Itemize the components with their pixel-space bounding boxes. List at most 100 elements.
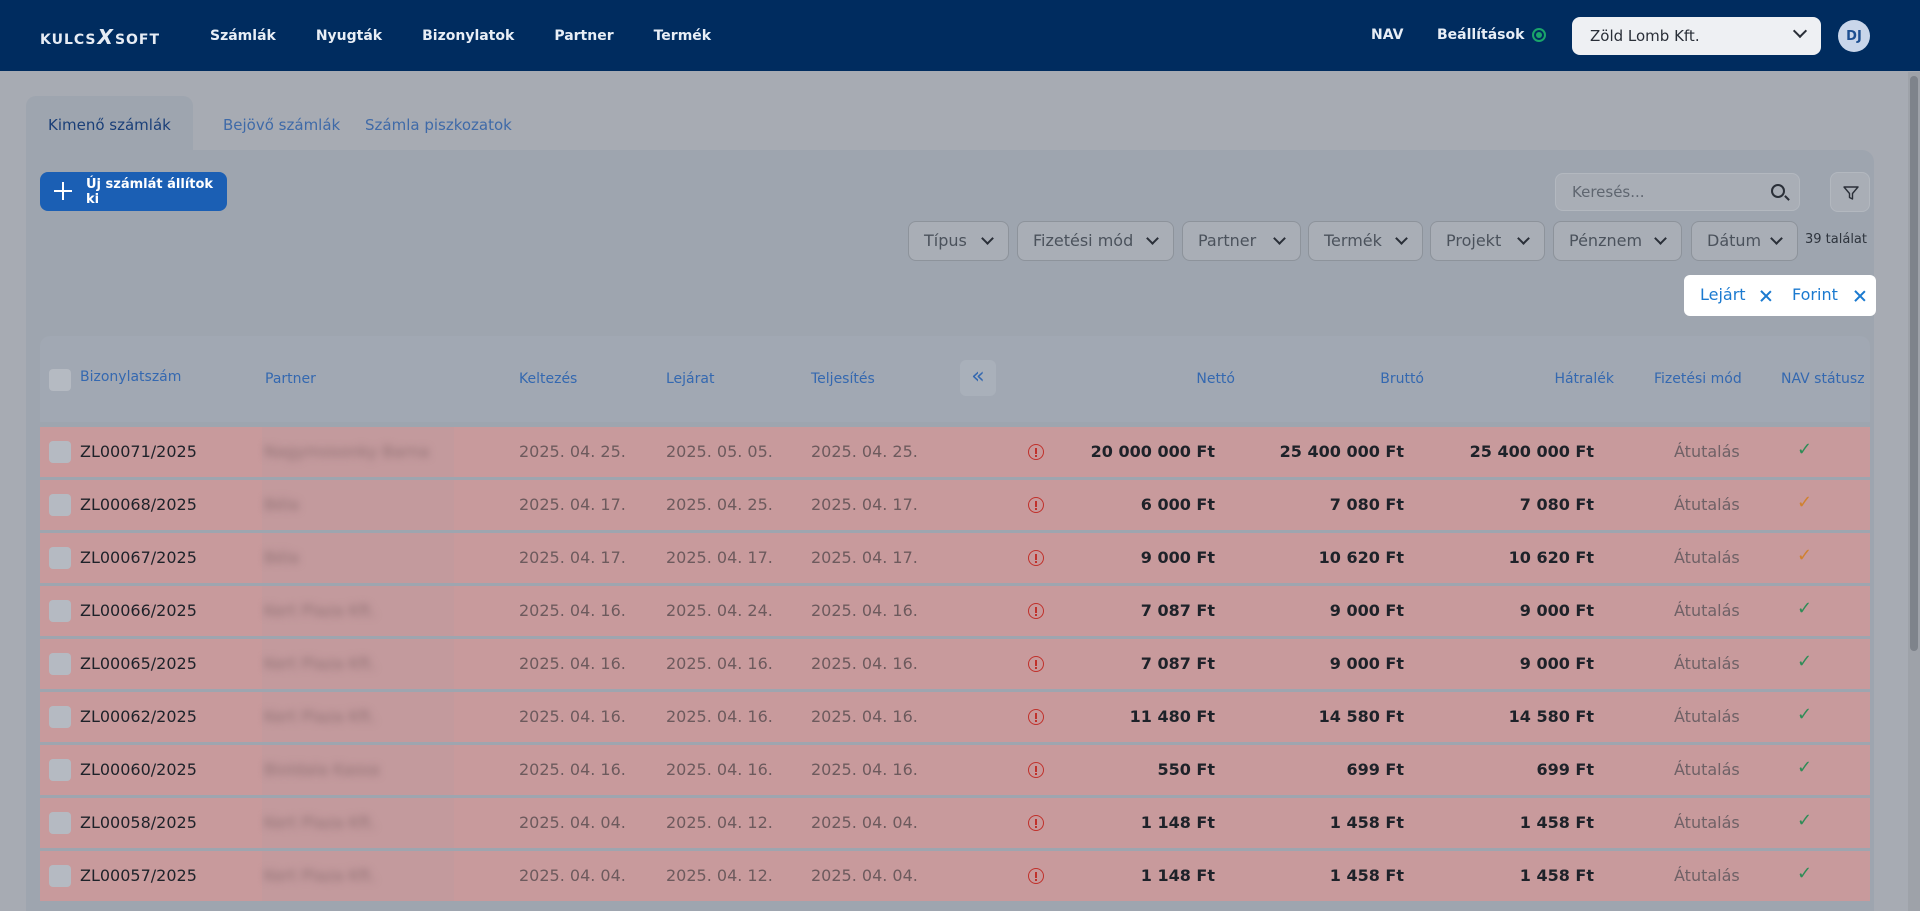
- outstanding-amount: 9 000 Ft: [1519, 601, 1594, 620]
- nav-item-nyugtak[interactable]: Nyugták: [315, 27, 383, 44]
- net-amount: 6 000 Ft: [1140, 495, 1215, 514]
- header-partner[interactable]: Partner: [265, 371, 316, 387]
- net-amount: 7 087 Ft: [1140, 654, 1215, 673]
- row-checkbox[interactable]: [49, 547, 71, 569]
- search-icon[interactable]: [1771, 184, 1785, 198]
- filter-partner[interactable]: Partner: [1182, 221, 1301, 261]
- overdue-warning-icon: [1028, 550, 1044, 566]
- filter-datum[interactable]: Dátum: [1691, 221, 1798, 261]
- chip-forint[interactable]: Forint: [1792, 285, 1838, 304]
- net-amount: 1 148 Ft: [1140, 866, 1215, 885]
- search-input[interactable]: Keresés...: [1555, 173, 1800, 211]
- header-netto[interactable]: Nettó: [1196, 371, 1235, 387]
- row-checkbox[interactable]: [49, 865, 71, 887]
- row-checkbox[interactable]: [49, 759, 71, 781]
- overdue-warning-icon: [1028, 444, 1044, 460]
- table-row[interactable]: ZL00060/2025 Bioldala Kassa 2025. 04. 16. 2…: [40, 745, 1870, 795]
- kulcssoft-logo[interactable]: KULCSXSOFT: [40, 25, 161, 49]
- gross-amount: 25 400 000 Ft: [1279, 442, 1404, 461]
- row-checkbox[interactable]: [49, 706, 71, 728]
- header-lejarat[interactable]: Lejárat: [666, 371, 715, 387]
- outstanding-amount: 10 620 Ft: [1508, 548, 1594, 567]
- invoice-number[interactable]: ZL00071/2025: [80, 442, 197, 461]
- table-row[interactable]: ZL00066/2025 Kert Plaza Kft. 2025. 04. 16.…: [40, 586, 1870, 636]
- issue-date: 2025. 04. 16.: [519, 601, 626, 620]
- nav-link[interactable]: NAV: [1371, 27, 1404, 43]
- header-keltezes[interactable]: Keltezés: [519, 371, 578, 387]
- invoice-number[interactable]: ZL00068/2025: [80, 495, 197, 514]
- scrollbar-thumb[interactable]: [1910, 76, 1918, 651]
- table-row[interactable]: ZL00065/2025 Kert Plaza Kft. 2025. 04. 16.…: [40, 639, 1870, 689]
- settings-link[interactable]: Beállítások: [1437, 27, 1525, 43]
- table-row[interactable]: ZL00057/2025 Kert Plaza Kft. 2025. 04. 04.…: [40, 851, 1870, 901]
- due-date: 2025. 04. 24.: [666, 601, 773, 620]
- header-nav-statusz[interactable]: NAV státusz: [1781, 371, 1865, 387]
- filter-fizetesi-mod[interactable]: Fizetési mód: [1017, 221, 1174, 261]
- fulfillment-date: 2025. 04. 25.: [811, 442, 918, 461]
- table-row[interactable]: ZL00058/2025 Kert Plaza Kft. 2025. 04. 04.…: [40, 798, 1870, 848]
- company-selector[interactable]: Zöld Lomb Kft.: [1572, 17, 1821, 55]
- close-icon[interactable]: [1760, 290, 1772, 302]
- filter-button[interactable]: [1830, 172, 1870, 212]
- header-hatralek[interactable]: Hátralék: [1554, 371, 1614, 387]
- row-checkbox[interactable]: [49, 441, 71, 463]
- nav-item-szamlak[interactable]: Számlák: [210, 27, 276, 44]
- due-date: 2025. 04. 12.: [666, 813, 773, 832]
- invoice-number[interactable]: ZL00062/2025: [80, 707, 197, 726]
- filter-termek[interactable]: Termék: [1308, 221, 1423, 261]
- check-icon: ✓: [1797, 810, 1813, 831]
- header-fizetesi-mod[interactable]: Fizetési mód: [1654, 371, 1742, 387]
- outstanding-amount: 9 000 Ft: [1519, 654, 1594, 673]
- chip-lejart[interactable]: Lejárt: [1700, 285, 1746, 304]
- check-icon: ✓: [1797, 704, 1813, 725]
- invoice-number[interactable]: ZL00060/2025: [80, 760, 197, 779]
- overdue-warning-icon: [1028, 497, 1044, 513]
- filter-tipus[interactable]: Típus: [908, 221, 1009, 261]
- due-date: 2025. 05. 05.: [666, 442, 773, 461]
- company-name: Zöld Lomb Kft.: [1590, 27, 1700, 45]
- top-navigation-bar: KULCSXSOFT Számlák Nyugták Bizonylatok P…: [0, 0, 1920, 71]
- table-row[interactable]: ZL00067/2025 Béla 2025. 04. 17. 2025. 04. 1…: [40, 533, 1870, 583]
- gross-amount: 9 000 Ft: [1329, 654, 1404, 673]
- filter-penznem[interactable]: Pénznem: [1553, 221, 1682, 261]
- outstanding-amount: 699 Ft: [1536, 760, 1594, 779]
- table-row[interactable]: ZL00071/2025 Nagymosonky Barna 2025. 04. 2…: [40, 427, 1870, 477]
- overdue-warning-icon: [1028, 762, 1044, 778]
- partner-name: Béla: [264, 548, 300, 567]
- overdue-warning-icon: [1028, 709, 1044, 725]
- close-icon[interactable]: [1854, 290, 1866, 302]
- new-invoice-button[interactable]: Új számlát állítok ki: [40, 172, 227, 211]
- gross-amount: 7 080 Ft: [1329, 495, 1404, 514]
- outstanding-amount: 1 458 Ft: [1519, 866, 1594, 885]
- tab-bejovo-szamlak[interactable]: Bejövő számlák: [223, 116, 341, 134]
- tab-szamla-piszkozatok[interactable]: Számla piszkozatok: [365, 116, 512, 134]
- table-row[interactable]: ZL00068/2025 Béla 2025. 04. 17. 2025. 04. 2…: [40, 480, 1870, 530]
- row-checkbox[interactable]: [49, 812, 71, 834]
- row-checkbox[interactable]: [49, 600, 71, 622]
- user-avatar[interactable]: DJ: [1838, 20, 1870, 52]
- partner-name: Kert Plaza Kft.: [264, 601, 376, 620]
- page-scrollbar[interactable]: [1908, 72, 1920, 911]
- select-all-checkbox[interactable]: [49, 369, 71, 391]
- filter-projekt[interactable]: Projekt: [1430, 221, 1545, 261]
- invoice-number[interactable]: ZL00058/2025: [80, 813, 197, 832]
- table-row[interactable]: ZL00062/2025 Kert Plaza Kft. 2025. 04. 16.…: [40, 692, 1870, 742]
- collapse-columns-button[interactable]: «: [960, 360, 996, 396]
- tab-kimeno-szamlak[interactable]: Kimenő számlák: [26, 96, 193, 150]
- row-checkbox[interactable]: [49, 653, 71, 675]
- nav-item-termek[interactable]: Termék: [653, 27, 712, 44]
- invoice-number[interactable]: ZL00066/2025: [80, 601, 197, 620]
- invoice-table-body: ZL00071/2025 Nagymosonky Barna 2025. 04. 2…: [40, 427, 1870, 904]
- invoice-number[interactable]: ZL00065/2025: [80, 654, 197, 673]
- invoice-number[interactable]: ZL00067/2025: [80, 548, 197, 567]
- nav-item-bizonylatok[interactable]: Bizonylatok: [422, 27, 515, 44]
- header-teljesites[interactable]: Teljesítés: [811, 371, 875, 387]
- invoice-number[interactable]: ZL00057/2025: [80, 866, 197, 885]
- overdue-warning-icon: [1028, 815, 1044, 831]
- header-bizonylatszam[interactable]: Bizonylatszám: [80, 369, 182, 385]
- payment-method: Átutalás: [1674, 495, 1740, 514]
- nav-item-partner[interactable]: Partner: [554, 27, 614, 44]
- row-checkbox[interactable]: [49, 494, 71, 516]
- chevron-down-icon: [1770, 232, 1783, 245]
- header-brutto[interactable]: Bruttó: [1380, 371, 1424, 387]
